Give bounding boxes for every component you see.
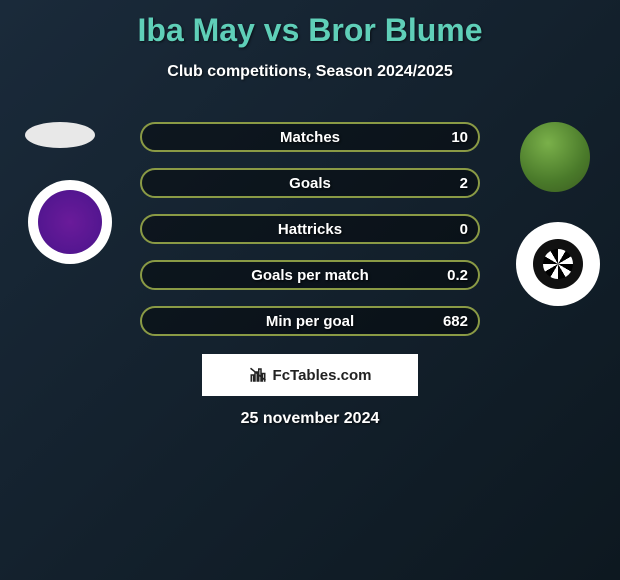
stat-row: Goals 2 <box>140 168 480 198</box>
club-badge-icon <box>533 239 583 289</box>
watermark: FcTables.com <box>202 354 418 396</box>
stat-row: Hattricks 0 <box>140 214 480 244</box>
stat-right-value: 0 <box>460 221 468 238</box>
stat-label: Goals per match <box>251 267 369 284</box>
subtitle: Club competitions, Season 2024/2025 <box>0 63 620 81</box>
stat-row: Matches 10 <box>140 122 480 152</box>
right-club-badge <box>516 222 600 306</box>
stat-right-value: 682 <box>443 313 468 330</box>
club-badge-icon <box>38 190 102 254</box>
stat-label: Hattricks <box>278 221 342 238</box>
left-club-badge <box>28 180 112 264</box>
left-player-avatar <box>25 122 95 148</box>
stat-row: Min per goal 682 <box>140 306 480 336</box>
stat-right-value: 2 <box>460 175 468 192</box>
watermark-text: FcTables.com <box>273 367 372 384</box>
date-text: 25 november 2024 <box>0 410 620 428</box>
soccer-ball-icon <box>543 249 573 279</box>
stat-right-value: 0.2 <box>447 267 468 284</box>
stat-row: Goals per match 0.2 <box>140 260 480 290</box>
stats-panel: Matches 10 Goals 2 Hattricks 0 Goals per… <box>140 122 480 352</box>
stat-right-value: 10 <box>451 129 468 146</box>
chart-icon <box>249 366 267 384</box>
stat-label: Goals <box>289 175 331 192</box>
stat-label: Matches <box>280 129 340 146</box>
right-player-avatar <box>520 122 590 192</box>
page-title: Iba May vs Bror Blume <box>0 0 620 49</box>
stat-label: Min per goal <box>266 313 354 330</box>
